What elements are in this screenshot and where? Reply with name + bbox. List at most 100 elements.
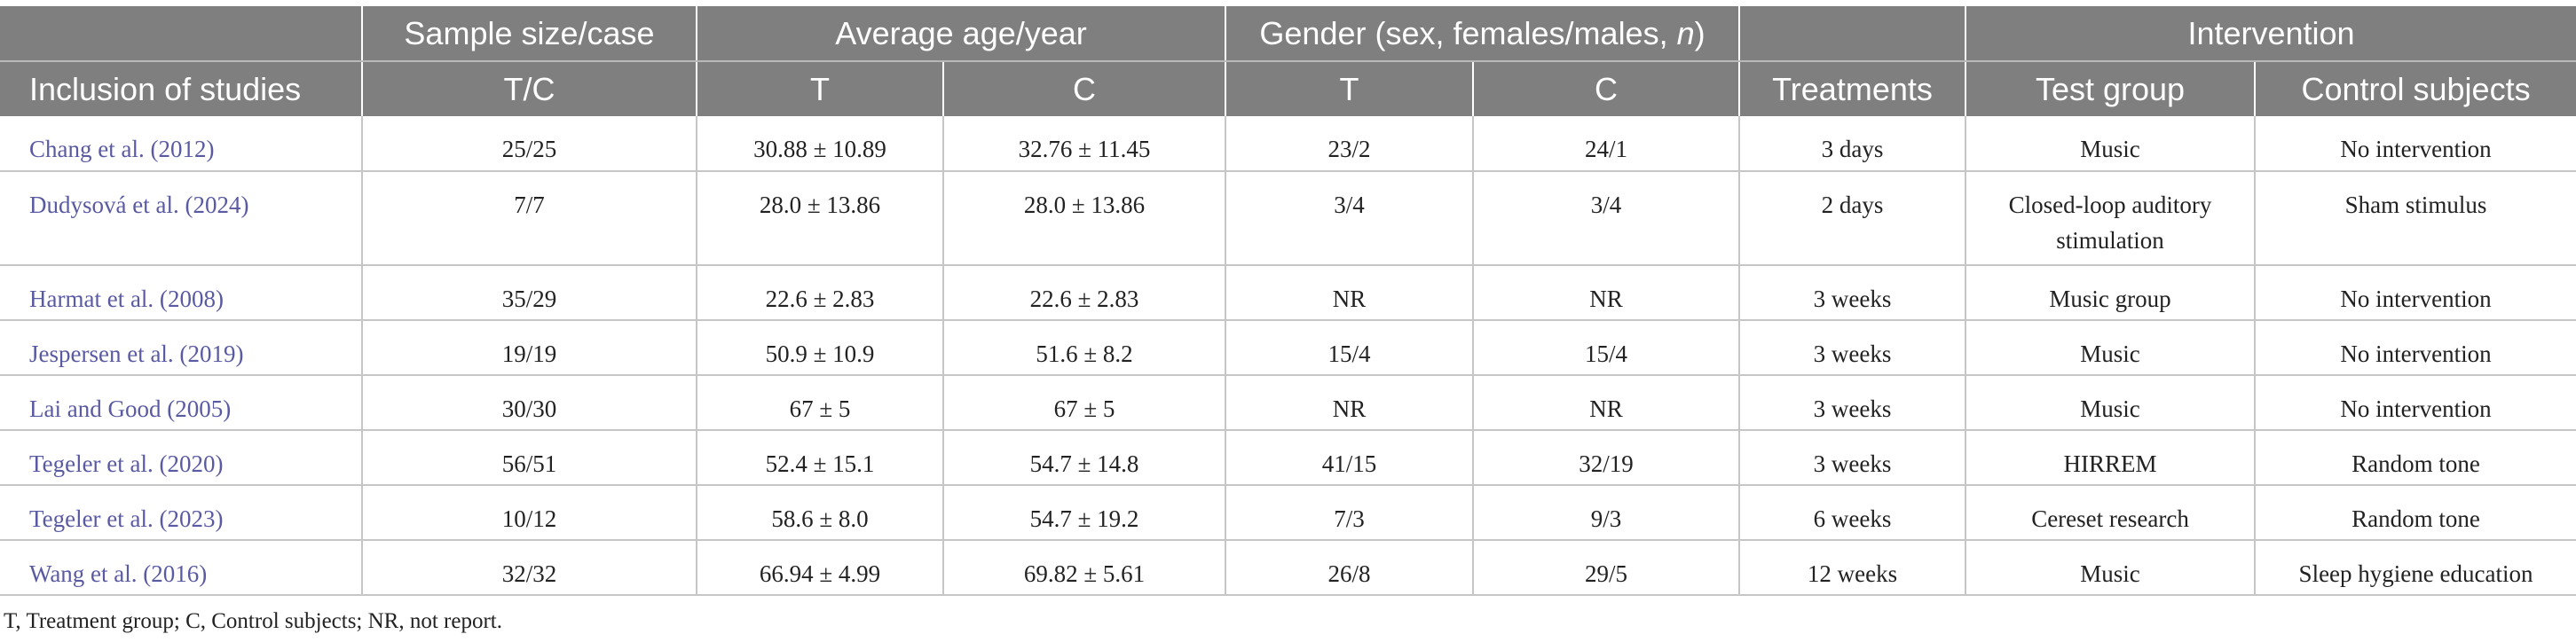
tc-cell: 30/30 xyxy=(361,375,697,431)
study-author: Tegeler et al. ( xyxy=(29,505,168,532)
treatments-value: 6 weeks xyxy=(1813,505,1892,532)
header-row-columns: Inclusion of studies T/C T C T C Treatme… xyxy=(0,61,2576,116)
tc-value: 7/7 xyxy=(514,192,545,218)
header-test-group: Test group xyxy=(1965,61,2256,116)
control-cell: Random tone xyxy=(2254,430,2576,486)
study-cell: Tegeler et al. (2020) xyxy=(0,430,362,486)
study-close: ) xyxy=(223,395,232,422)
tc-value: 30/30 xyxy=(501,395,557,422)
treatments-cell: 3 days xyxy=(1738,116,1966,172)
gender-c-value: 3/4 xyxy=(1590,192,1622,218)
test-group-value: Cereset research xyxy=(2031,505,2189,532)
study-year-link[interactable]: 2023 xyxy=(167,505,216,532)
treatments-cell: 2 days xyxy=(1738,171,1966,266)
gender-c-value: NR xyxy=(1589,286,1623,312)
test-group-cell: Music xyxy=(1965,320,2256,376)
treatments-value: 3 weeks xyxy=(1813,286,1892,312)
test-group-value: Music xyxy=(2080,341,2140,367)
test-group-value: Music xyxy=(2080,395,2140,422)
age-t-cell: 50.9 ± 10.9 xyxy=(696,320,943,376)
age-c-value: 51.6 ± 8.2 xyxy=(1036,341,1133,367)
control-cell: Sleep hygiene education xyxy=(2254,540,2576,596)
study-close: ) xyxy=(215,450,224,477)
age-c-value: 22.6 ± 2.83 xyxy=(1029,286,1139,312)
study-year-link[interactable]: 2012 xyxy=(158,136,207,162)
header-gender-n: n xyxy=(1676,14,1695,51)
study-year-link[interactable]: 2024 xyxy=(193,192,241,218)
control-value: Random tone xyxy=(2351,505,2480,532)
header-gender-t: T xyxy=(1225,61,1474,116)
treatments-cell: 6 weeks xyxy=(1738,485,1966,541)
age-t-value: 50.9 ± 10.9 xyxy=(765,341,875,367)
age-t-cell: 30.88 ± 10.89 xyxy=(696,116,943,172)
studies-table: Sample size/case Average age/year Gender… xyxy=(0,6,2576,596)
control-cell: No intervention xyxy=(2254,320,2576,376)
treatments-value: 3 days xyxy=(1821,136,1884,162)
age-t-value: 66.94 ± 4.99 xyxy=(759,560,881,587)
test-group-line1: Closed-loop auditory xyxy=(2008,192,2212,218)
gender-c-cell: 24/1 xyxy=(1472,116,1740,172)
gender-c-value: 32/19 xyxy=(1579,450,1634,477)
gender-c-value: 29/5 xyxy=(1585,560,1628,587)
test-group-value: Music xyxy=(2080,136,2140,162)
table-row: Wang et al. (2016) 32/32 66.94 ± 4.99 69… xyxy=(0,540,2576,596)
control-value: No intervention xyxy=(2340,136,2492,162)
tc-cell: 32/32 xyxy=(361,540,697,596)
age-c-cell: 67 ± 5 xyxy=(941,375,1226,431)
gender-t-value: 41/15 xyxy=(1321,450,1377,477)
header-gender-c: C xyxy=(1472,61,1740,116)
control-value: No intervention xyxy=(2340,341,2492,367)
gender-c-value: 9/3 xyxy=(1590,505,1622,532)
header-inclusion-of-studies: Inclusion of studies xyxy=(0,61,362,116)
test-group-cell: Music xyxy=(1965,540,2256,596)
table-row: Chang et al. (2012) 25/25 30.88 ± 10.89 … xyxy=(0,116,2576,172)
gender-c-cell: 3/4 xyxy=(1472,171,1740,266)
tc-cell: 25/25 xyxy=(361,116,697,172)
table-row: Harmat et al. (2008) 35/29 22.6 ± 2.83 2… xyxy=(0,265,2576,321)
study-year-link[interactable]: 2005 xyxy=(175,395,224,422)
study-year-link[interactable]: 2020 xyxy=(167,450,216,477)
tc-cell: 10/12 xyxy=(361,485,697,541)
header-average-age: Average age/year xyxy=(695,6,1226,62)
tc-value: 56/51 xyxy=(501,450,557,477)
test-group-line2: stimulation xyxy=(2056,227,2164,254)
study-author: Chang et al. ( xyxy=(29,136,159,162)
gender-c-value: 24/1 xyxy=(1585,136,1628,162)
header-row-groups: Sample size/case Average age/year Gender… xyxy=(0,6,2576,62)
gender-t-cell: 15/4 xyxy=(1225,320,1474,376)
age-c-cell: 54.7 ± 14.8 xyxy=(941,430,1226,486)
age-c-cell: 69.82 ± 5.61 xyxy=(941,540,1226,596)
age-c-cell: 28.0 ± 13.86 xyxy=(941,171,1226,266)
gender-t-cell: NR xyxy=(1225,375,1474,431)
study-cell: Wang et al. (2016) xyxy=(0,540,362,596)
tc-value: 32/32 xyxy=(501,560,557,587)
table-row: Dudysová et al. (2024) 7/7 28.0 ± 13.86 … xyxy=(0,171,2576,266)
treatments-value: 2 days xyxy=(1821,192,1884,218)
study-cell: Lai and Good (2005) xyxy=(0,375,362,431)
treatments-value: 3 weeks xyxy=(1813,450,1892,477)
tc-value: 25/25 xyxy=(501,136,557,162)
header-age-t: T xyxy=(696,61,943,116)
test-group-cell: Closed-loop auditory stimulation xyxy=(1965,171,2256,266)
study-cell: Jespersen et al. (2019) xyxy=(0,320,362,376)
study-close: ) xyxy=(235,341,244,367)
header-tc: T/C xyxy=(361,61,697,116)
gender-t-value: 23/2 xyxy=(1327,136,1371,162)
gender-t-cell: 7/3 xyxy=(1225,485,1474,541)
tc-cell: 19/19 xyxy=(361,320,697,376)
test-group-cell: Music xyxy=(1965,116,2256,172)
study-author: Lai and Good ( xyxy=(29,395,176,422)
study-year-link[interactable]: 2019 xyxy=(187,341,236,367)
gender-t-value: 15/4 xyxy=(1327,341,1371,367)
study-year-link[interactable]: 2008 xyxy=(167,286,216,312)
age-t-cell: 66.94 ± 4.99 xyxy=(696,540,943,596)
control-value: Sham stimulus xyxy=(2344,192,2487,218)
treatments-cell: 3 weeks xyxy=(1738,375,1966,431)
gender-c-value: 15/4 xyxy=(1585,341,1628,367)
age-c-cell: 51.6 ± 8.2 xyxy=(941,320,1226,376)
study-year-link[interactable]: 2016 xyxy=(151,560,200,587)
test-group-value: Music xyxy=(2080,560,2140,587)
age-c-value: 54.7 ± 14.8 xyxy=(1029,450,1139,477)
test-group-value: HIRREM xyxy=(2063,450,2157,477)
gender-c-cell: 9/3 xyxy=(1472,485,1740,541)
